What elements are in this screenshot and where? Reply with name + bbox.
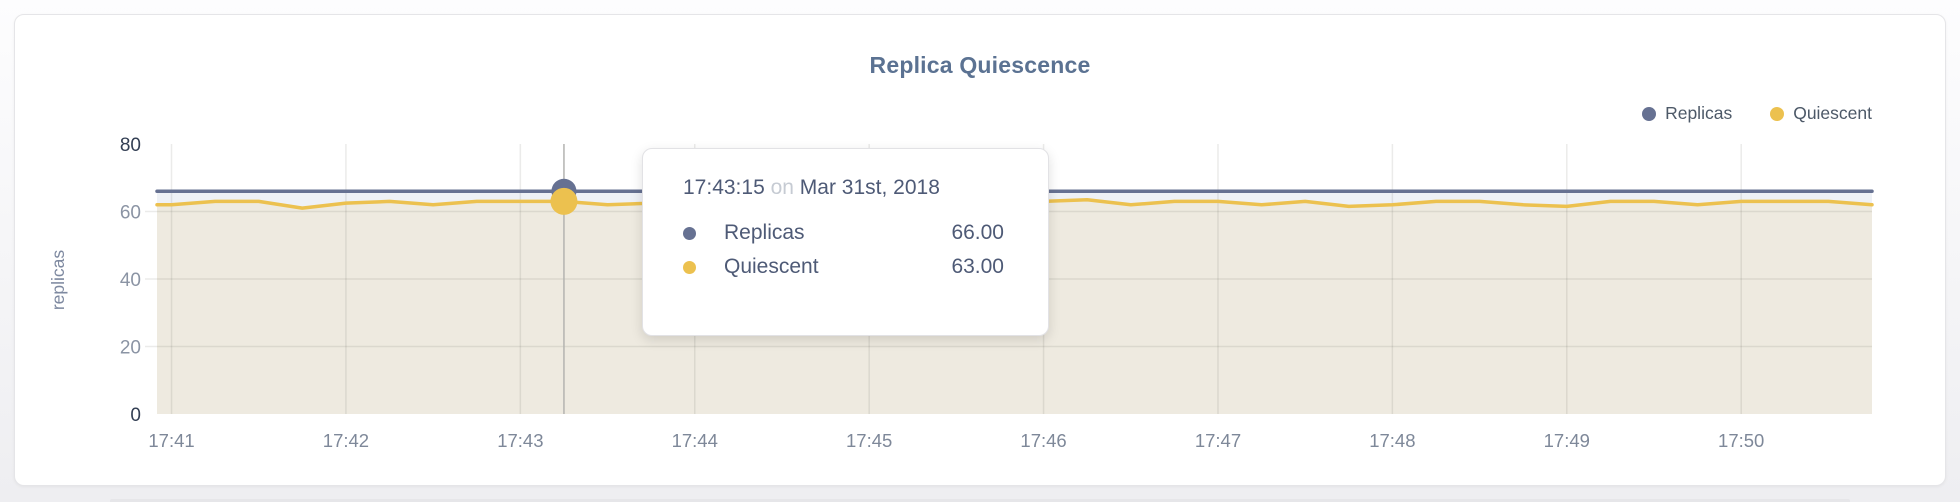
legend-item-quiescent[interactable]: Quiescent (1770, 103, 1872, 124)
x-axis-tick-label: 17:44 (672, 430, 718, 451)
x-axis-tick-label: 17:50 (1718, 430, 1764, 451)
x-axis-tick-label: 17:46 (1020, 430, 1066, 451)
legend-dot-quiescent (1770, 106, 1785, 121)
legend-item-replicas[interactable]: Replicas (1642, 103, 1732, 124)
x-axis-tick-label: 17:49 (1544, 430, 1590, 451)
legend-label: Quiescent (1793, 103, 1872, 123)
x-axis-tick-label: 17:43 (497, 430, 543, 451)
x-axis-tick-label: 17:47 (1195, 430, 1241, 451)
quiescent-hover-marker (550, 187, 578, 215)
hover-tooltip: 17:43:15 on Mar 31st, 2018 Replicas 66.00… (642, 148, 1049, 336)
legend: Replicas Quiescent (0, 103, 1872, 124)
legend-dot-replicas (1642, 106, 1657, 121)
y-axis-tick-label: 20 (120, 338, 141, 359)
x-axis-tick-label: 17:41 (148, 430, 194, 451)
tooltip-conjunction: on (770, 176, 794, 199)
legend-label: Replicas (1665, 103, 1733, 123)
y-axis-tick-label: 80 (120, 135, 141, 156)
tooltip-row-quiescent: Quiescent 63.00 (683, 250, 1004, 284)
tooltip-row-replicas: Replicas 66.00 (683, 216, 1004, 250)
tooltip-series-label: Quiescent (724, 255, 819, 278)
tooltip-series-dot (683, 260, 696, 274)
y-axis-title: replicas (48, 250, 68, 311)
x-axis-tick-label: 17:42 (323, 430, 369, 451)
next-card-top-edge (110, 499, 1850, 502)
tooltip-series-value: 66.00 (951, 221, 1004, 244)
chart-title: Replica Quiescence (869, 52, 1091, 78)
y-axis-tick-label: 40 (120, 270, 141, 291)
tooltip-date: Mar 31st, 2018 (799, 176, 940, 199)
y-axis-tick-label: 60 (120, 203, 141, 224)
x-axis-tick-label: 17:48 (1369, 430, 1415, 451)
tooltip-series-dot (683, 226, 696, 240)
x-axis-tick-label: 17:45 (846, 430, 892, 451)
tooltip-series-value: 63.00 (951, 255, 1004, 278)
tooltip-series-label: Replicas (724, 221, 805, 244)
tooltip-timestamp: 17:43:15 on Mar 31st, 2018 (683, 176, 1004, 200)
tooltip-time: 17:43:15 (683, 176, 765, 199)
y-axis-tick-label: 0 (130, 405, 141, 426)
